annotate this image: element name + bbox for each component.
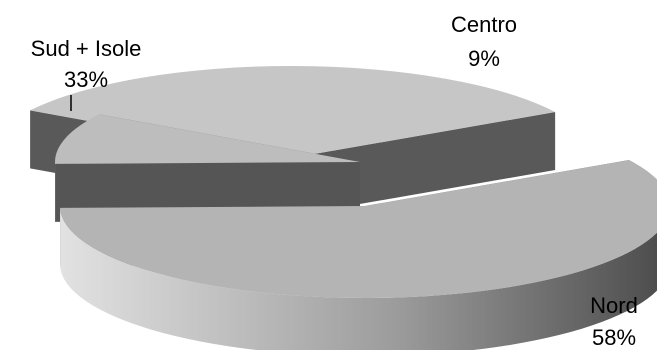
- slice-value-nord: 58%: [592, 325, 636, 350]
- slice-label-sud-isole: Sud + Isole: [31, 36, 142, 61]
- pie-slices: [30, 65, 657, 350]
- slice-label-centro: Centro: [451, 12, 517, 37]
- slice-label-nord: Nord: [590, 293, 638, 318]
- slice-top-centro: [55, 114, 360, 164]
- slice-value-centro: 9%: [468, 46, 500, 71]
- slice-top-sud-isole: [30, 65, 556, 158]
- slice-rim-nord-0: [60, 207, 657, 350]
- slice-value-sud-isole: 33%: [64, 67, 108, 92]
- slice-top-nord: [60, 160, 657, 298]
- slice-nord: [60, 160, 657, 350]
